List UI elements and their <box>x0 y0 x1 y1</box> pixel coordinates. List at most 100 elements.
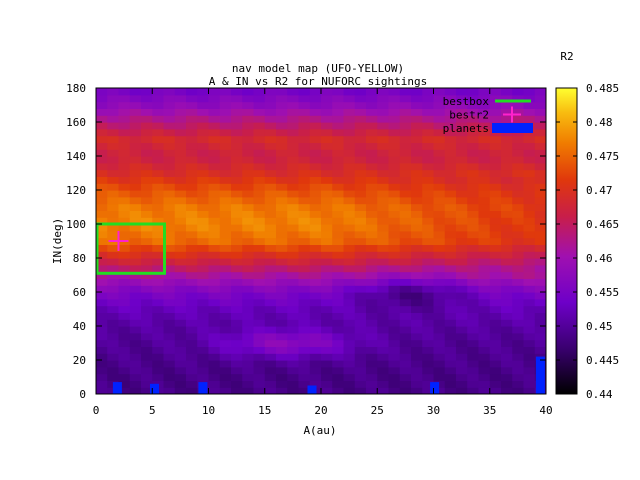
heatmap-cell <box>219 319 232 327</box>
heatmap-cell <box>107 258 120 266</box>
heatmap-cell <box>512 169 525 177</box>
heatmap-cell <box>489 278 502 286</box>
heatmap-cell <box>197 305 210 313</box>
heatmap-cell <box>174 326 187 334</box>
heatmap-cell <box>242 108 255 116</box>
heatmap-cell <box>523 346 536 354</box>
heatmap-cell <box>309 210 322 218</box>
heatmap-cell <box>129 196 142 205</box>
heatmap-cell <box>287 360 300 368</box>
heatmap-cell <box>186 135 198 143</box>
heatmap-cell <box>534 196 546 205</box>
heatmap-cell <box>343 224 356 232</box>
heatmap-cell <box>354 162 367 171</box>
heatmap-cell <box>197 142 210 150</box>
heatmap-cell <box>534 176 546 184</box>
heatmap-cell <box>523 94 536 103</box>
heatmap-cell <box>433 312 446 320</box>
heatmap-cell <box>174 319 187 327</box>
heatmap-cell <box>388 217 401 225</box>
heatmap-cell <box>129 176 142 184</box>
heatmap-cell <box>152 122 165 130</box>
heatmap-cell <box>512 285 525 293</box>
heatmap-cell <box>253 135 266 143</box>
heatmap-cell <box>399 278 412 286</box>
heatmap-cell <box>253 88 266 96</box>
heatmap-cell <box>388 149 401 157</box>
heatmap-cell <box>231 312 243 320</box>
heatmap-cell <box>399 251 412 259</box>
heatmap-cell <box>422 271 435 279</box>
heatmap-cell <box>309 88 322 96</box>
heatmap-cell <box>478 285 491 293</box>
heatmap-cell <box>107 88 120 96</box>
heatmap-cell <box>422 190 435 198</box>
heatmap-cell <box>174 94 187 103</box>
heatmap-cell <box>309 203 322 211</box>
heatmap-cell <box>118 292 131 300</box>
heatmap-cell <box>242 94 255 103</box>
heatmap-cell <box>399 271 412 279</box>
heatmap-cell <box>534 156 546 164</box>
heatmap-cell <box>242 319 255 327</box>
heatmap-cell <box>276 108 288 116</box>
heatmap-cell <box>129 353 142 361</box>
heatmap-cell <box>444 285 457 293</box>
heatmap-cell <box>377 210 390 218</box>
heatmap-cell <box>456 156 468 164</box>
heatmap-cell <box>411 332 423 341</box>
heatmap-cell <box>321 176 333 184</box>
heatmap-cell <box>534 203 546 211</box>
colorbar-tick-label: 0.445 <box>586 354 619 367</box>
heatmap-cell <box>287 196 300 205</box>
heatmap-cell <box>354 258 367 266</box>
heatmap-cell <box>399 373 412 381</box>
heatmap-cell <box>264 360 277 368</box>
heatmap-cell <box>534 332 546 341</box>
heatmap-cell <box>309 183 322 191</box>
heatmap-cell <box>433 332 446 341</box>
heatmap-cell <box>141 196 153 205</box>
heatmap-cell <box>253 203 266 211</box>
heatmap-cell <box>523 88 536 96</box>
heatmap-cell <box>422 360 435 368</box>
heatmap-cell <box>332 108 345 116</box>
chart-title: nav model map (UFO-YELLOW) <box>232 62 404 75</box>
heatmap-cell <box>399 360 412 368</box>
heatmap-cell <box>197 108 210 116</box>
heatmap-cell <box>264 156 277 164</box>
heatmap-cell <box>501 339 513 347</box>
heatmap-cell <box>152 169 165 177</box>
x-tick-label: 35 <box>483 404 496 417</box>
heatmap-cell <box>129 101 142 109</box>
heatmap-cell <box>264 88 277 96</box>
heatmap-cell <box>264 183 277 191</box>
heatmap-cell <box>501 224 513 232</box>
heatmap-cell <box>264 264 277 273</box>
heatmap-cell <box>444 128 457 137</box>
heatmap-cell <box>422 88 435 96</box>
heatmap-cell <box>478 94 491 103</box>
heatmap-cell <box>287 326 300 334</box>
heatmap-cell <box>163 326 176 334</box>
heatmap-cell <box>377 366 390 375</box>
heatmap-cell <box>422 332 435 341</box>
heatmap-cell <box>96 203 108 211</box>
heatmap-cell <box>141 128 153 137</box>
heatmap-cell <box>208 285 221 293</box>
heatmap-cell <box>444 135 457 143</box>
heatmap-cell <box>118 183 131 191</box>
heatmap-cell <box>321 278 333 286</box>
heatmap-cell <box>141 183 153 191</box>
heatmap-cell <box>343 203 356 211</box>
heatmap-cell <box>444 319 457 327</box>
heatmap-cell <box>219 115 232 123</box>
heatmap-cell <box>534 312 546 320</box>
heatmap-cell <box>186 115 198 123</box>
heatmap-cell <box>276 353 288 361</box>
heatmap-cell <box>287 156 300 164</box>
heatmap-cell <box>534 149 546 157</box>
heatmap-cell <box>231 278 243 286</box>
heatmap-cell <box>444 190 457 198</box>
heatmap-cell <box>163 176 176 184</box>
